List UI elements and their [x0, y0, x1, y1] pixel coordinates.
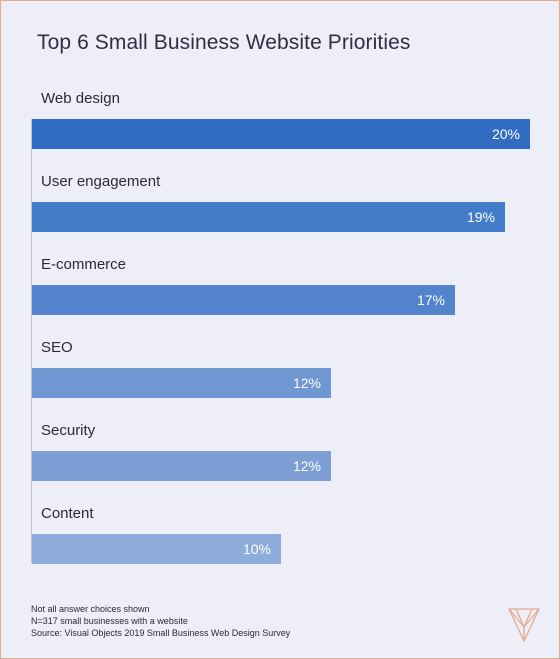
bar-value-label-security: 12% — [292, 458, 321, 474]
bar-value-label-e-commerce: 17% — [416, 292, 445, 308]
bar-e-commerce: 17% — [32, 285, 455, 315]
bar-seo: 12% — [32, 368, 331, 398]
visual-objects-logo-icon — [508, 608, 540, 642]
note-answer-choices: Not all answer choices shown — [31, 604, 150, 614]
note-source: Source: Visual Objects 2019 Small Busine… — [31, 628, 291, 638]
category-label-seo: SEO — [41, 339, 73, 356]
note-sample-size: N=317 small businesses with a website — [31, 616, 188, 626]
category-label-web-design: Web design — [41, 90, 120, 107]
bar-value-label-content: 10% — [242, 541, 271, 557]
bar-value-label-user-engagement: 19% — [466, 209, 495, 225]
bar-content: 10% — [32, 534, 281, 564]
category-axis-line — [31, 119, 32, 563]
bar-user-engagement: 19% — [32, 202, 505, 232]
bar-value-label-web-design: 20% — [491, 126, 520, 142]
bar-security: 12% — [32, 451, 331, 481]
category-label-content: Content — [41, 505, 94, 522]
category-label-security: Security — [41, 422, 96, 439]
bar-web-design: 20% — [32, 119, 530, 149]
chart-title: Top 6 Small Business Website Priorities — [37, 31, 411, 54]
category-label-user-engagement: User engagement — [41, 173, 161, 190]
chart-notes: Not all answer choices shown N=317 small… — [31, 603, 290, 639]
bar-value-label-seo: 12% — [292, 375, 321, 391]
category-label-e-commerce: E-commerce — [41, 256, 127, 273]
